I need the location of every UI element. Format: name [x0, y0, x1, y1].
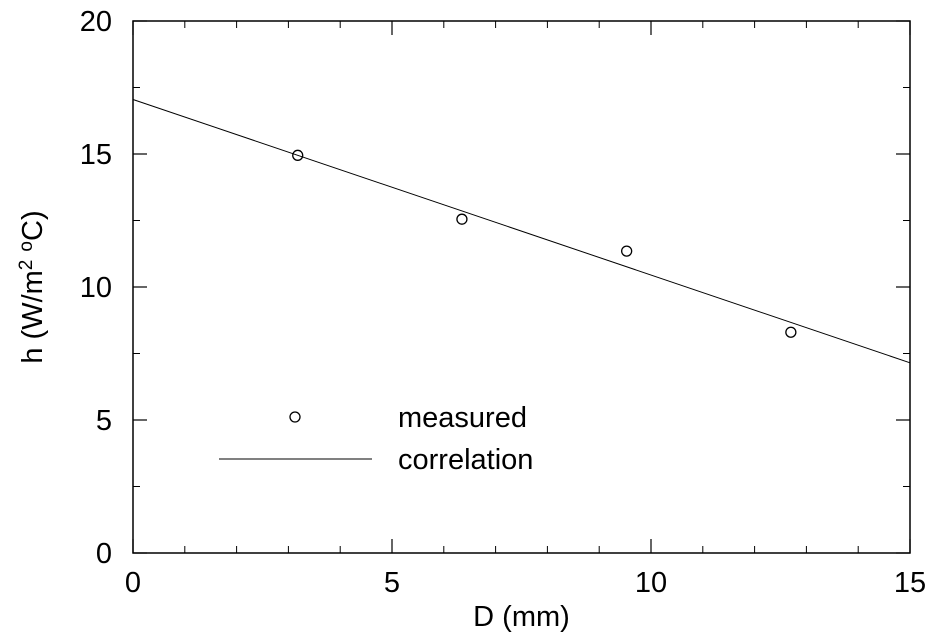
y-axis-label-suffix: C): [17, 210, 49, 241]
legend-marker-measured: [289, 411, 301, 423]
measured-point: [785, 326, 797, 338]
y-axis-label-sup2: o: [16, 241, 37, 252]
series-layer: [132, 98, 911, 364]
legend: measured correlation: [219, 402, 533, 476]
y-tick-label: 10: [80, 272, 112, 304]
y-axis-label-sup1: 2: [16, 260, 37, 271]
legend-label-measured: measured: [398, 402, 527, 434]
legend-label-correlation: correlation: [398, 444, 533, 476]
y-axis-label-prefix: h (W/m: [17, 270, 49, 363]
measured-point: [292, 149, 304, 161]
x-tick-label: 5: [384, 567, 400, 599]
y-axis-label-mid: [17, 252, 49, 260]
tick-labels: 0 5 10 15 0 5 10 15 20: [80, 6, 926, 599]
minor-ticks: [133, 21, 910, 553]
plot-frame: [132, 20, 911, 554]
y-tick-label: 20: [80, 6, 112, 38]
x-tick-label: 0: [125, 567, 141, 599]
correlation-line: [132, 98, 911, 364]
y-tick-label: 5: [96, 405, 112, 437]
y-axis-label: h (W/m2 oC): [16, 210, 50, 363]
x-tick-label: 15: [894, 567, 926, 599]
y-tick-label: 0: [96, 538, 112, 570]
y-tick-label: 15: [80, 139, 112, 171]
x-tick-label: 10: [635, 567, 667, 599]
measured-point: [456, 213, 468, 225]
measured-point: [621, 245, 633, 257]
x-axis-label: D (mm): [473, 601, 570, 632]
